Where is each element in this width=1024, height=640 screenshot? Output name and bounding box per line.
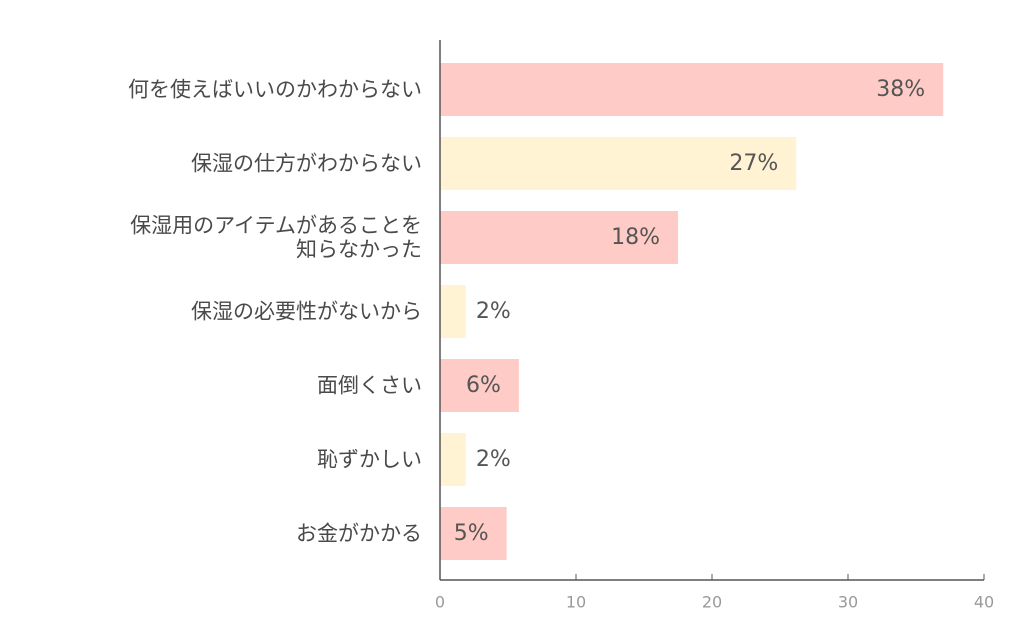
value-label: 2% <box>476 447 511 472</box>
category-label: 何を使えばいいのかわからない <box>128 78 422 102</box>
value-label: 27% <box>729 151 778 176</box>
value-label: 38% <box>876 77 925 102</box>
category-label: 保湿の必要性がないから <box>191 300 422 324</box>
bar <box>440 211 678 264</box>
value-label: 18% <box>611 225 660 250</box>
x-tick-label: 40 <box>974 593 994 612</box>
bar <box>440 137 797 190</box>
bar <box>440 359 519 412</box>
x-tick-label: 10 <box>566 593 586 612</box>
bars-layer <box>440 63 944 560</box>
x-tick-label: 30 <box>838 593 858 612</box>
category-label: 面倒くさい <box>317 374 422 398</box>
category-label: 恥ずかしい <box>317 448 422 472</box>
category-label: お金がかかる <box>296 522 422 546</box>
category-labels: 何を使えばいいのかわからない保湿の仕方がわからない保湿用のアイテムがあることを知… <box>128 78 422 546</box>
value-label: 6% <box>466 373 501 398</box>
category-label: 保湿の仕方がわからない <box>191 152 422 176</box>
value-label: 2% <box>476 299 511 324</box>
x-tick-label: 0 <box>435 593 445 612</box>
value-label: 5% <box>454 521 489 546</box>
bar <box>440 285 466 338</box>
axes: 0 10 20 30 40 <box>435 40 994 612</box>
bar <box>440 433 466 486</box>
bar <box>440 507 507 560</box>
value-labels: 38% 27% 18% 2% 6% 2% 5% <box>454 77 925 546</box>
bar <box>440 63 944 116</box>
x-tick-label: 20 <box>702 593 722 612</box>
category-label: 保湿用のアイテムがあることを知らなかった <box>130 214 422 262</box>
